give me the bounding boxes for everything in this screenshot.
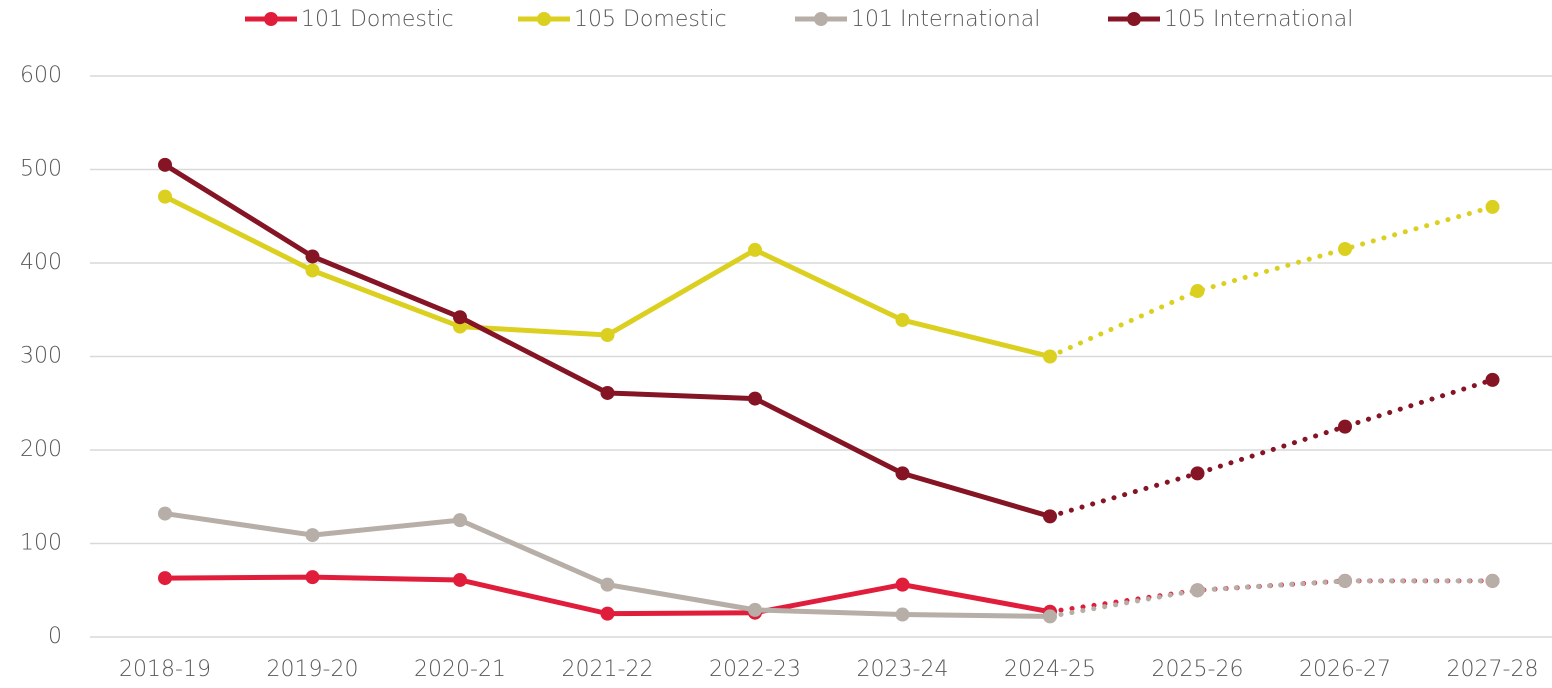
- legend-label: 105 International: [1164, 7, 1353, 32]
- legend-marker: [264, 12, 278, 26]
- point: [1190, 284, 1205, 299]
- legend-label: 101 International: [851, 7, 1040, 32]
- point: [600, 327, 615, 342]
- point: [1043, 349, 1057, 364]
- y-tick-label: 100: [20, 531, 62, 556]
- point: [453, 513, 467, 528]
- y-tick-label: 200: [20, 437, 62, 462]
- x-tick-label: 2022-23: [709, 657, 801, 682]
- y-tick-label: 400: [20, 250, 62, 275]
- projected-line: [1047, 377, 1495, 519]
- x-tick-label: 2024-25: [1004, 657, 1096, 682]
- point: [1190, 466, 1205, 481]
- point: [158, 506, 172, 521]
- x-tick-label: 2021-22: [562, 657, 654, 682]
- point: [600, 385, 615, 400]
- point: [895, 313, 910, 328]
- point: [600, 577, 615, 592]
- point: [1485, 372, 1500, 387]
- point: [748, 602, 762, 617]
- point: [305, 263, 320, 278]
- point: [305, 570, 320, 585]
- point: [1485, 199, 1500, 214]
- point: [158, 189, 172, 204]
- x-tick-label: 2019-20: [267, 657, 359, 682]
- point: [748, 242, 762, 257]
- point: [1338, 241, 1352, 256]
- point: [305, 528, 320, 543]
- legend-marker: [537, 12, 551, 26]
- point: [1043, 509, 1057, 524]
- point: [600, 606, 615, 621]
- y-tick-label: 300: [20, 344, 62, 369]
- point: [748, 391, 762, 406]
- x-tick-label: 2018-19: [119, 657, 211, 682]
- x-tick-label: 2027-28: [1447, 657, 1539, 682]
- y-tick-label: 600: [20, 63, 62, 88]
- x-tick-label: 2020-21: [414, 657, 506, 682]
- point: [1338, 573, 1352, 588]
- point: [895, 577, 910, 592]
- legend-label: 105 Domestic: [574, 7, 727, 32]
- series-line: [162, 511, 1053, 619]
- legend-label: 101 Domestic: [301, 7, 454, 32]
- point: [895, 466, 910, 481]
- point: [453, 310, 467, 325]
- point: [158, 571, 172, 586]
- point: [305, 249, 320, 264]
- projected-line: [1047, 204, 1495, 359]
- x-tick-label: 2023-24: [857, 657, 949, 682]
- x-tick-label: 2026-27: [1299, 657, 1391, 682]
- point: [453, 572, 467, 587]
- legend-marker: [814, 12, 828, 26]
- y-tick-label: 0: [48, 624, 62, 649]
- point: [1338, 419, 1352, 434]
- point: [1485, 573, 1500, 588]
- projected-line: [1047, 578, 1495, 619]
- point: [895, 607, 910, 622]
- point: [1043, 609, 1057, 624]
- point: [1190, 583, 1205, 598]
- point: [158, 157, 172, 172]
- x-tick-label: 2025-26: [1152, 657, 1244, 682]
- legend-marker: [1127, 12, 1141, 26]
- y-tick-label: 500: [20, 157, 62, 182]
